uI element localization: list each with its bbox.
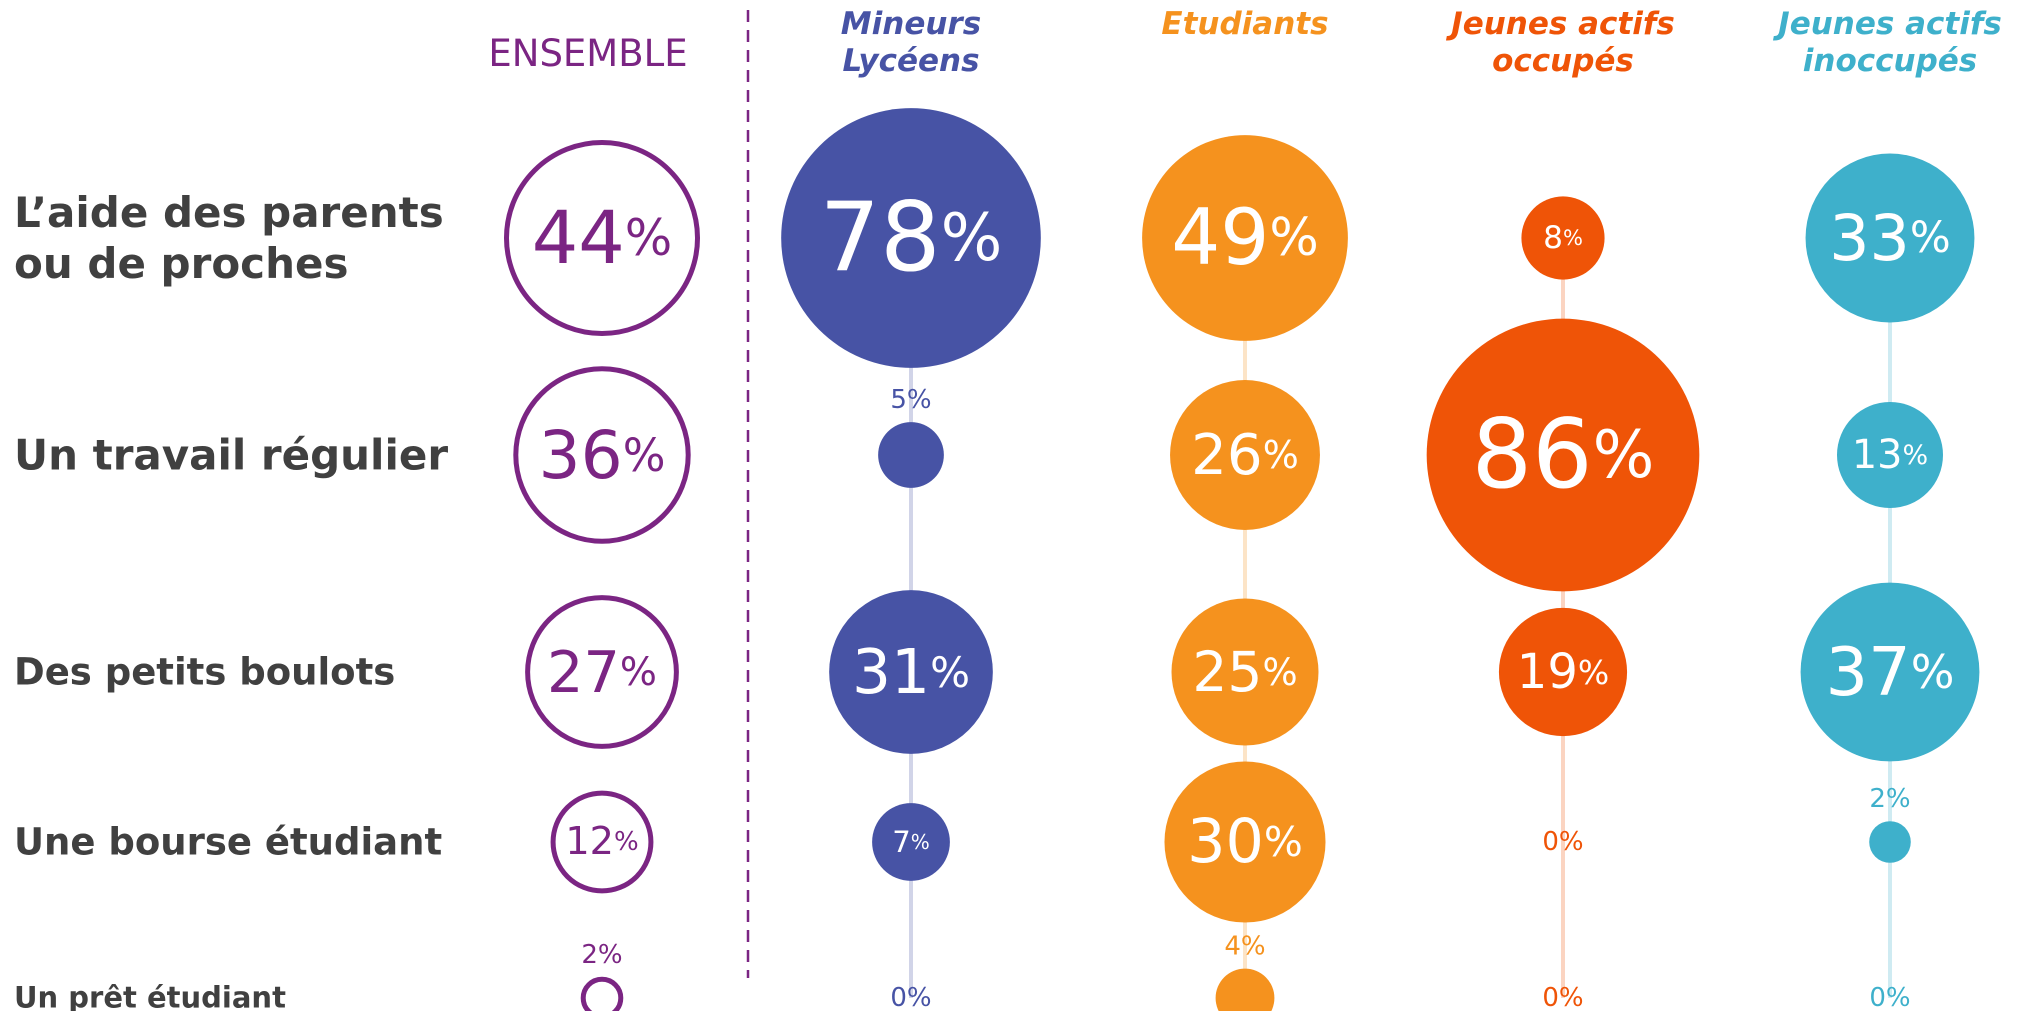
value-label: 0% xyxy=(1869,983,1910,1011)
value-label: 36% xyxy=(539,417,666,494)
series-header: Jeunes actifs occupés xyxy=(1451,6,1675,80)
value-label: 30% xyxy=(1187,807,1303,877)
value-label: 86% xyxy=(1472,400,1655,510)
category-label: Un prêt étudiant xyxy=(14,980,286,1011)
bubble xyxy=(580,976,624,1011)
value-label: 7% xyxy=(892,825,930,859)
series-header: Etudiants xyxy=(1161,6,1329,42)
series-header: Jeunes actifs inoccupés xyxy=(1778,6,2002,80)
bubble xyxy=(1498,607,1628,737)
value-label: 26% xyxy=(1191,423,1299,488)
category-label: L’aide des parents ou de proches xyxy=(14,187,444,288)
value-label: 33% xyxy=(1829,201,1950,275)
bubble xyxy=(525,595,679,749)
value-label: 13% xyxy=(1852,432,1928,478)
bubble xyxy=(1836,401,1944,509)
category-label: Des petits boulots xyxy=(14,650,396,694)
bubble xyxy=(781,108,1041,368)
bubble xyxy=(829,590,993,754)
bubble xyxy=(1171,598,1319,746)
value-label: 8% xyxy=(1543,220,1583,256)
value-label: 2% xyxy=(1869,784,1910,814)
bubble xyxy=(503,139,701,337)
bubble xyxy=(1426,318,1700,592)
value-label: 25% xyxy=(1192,640,1297,704)
bubble xyxy=(1170,380,1320,530)
bubble xyxy=(1800,582,1980,762)
value-label: 4% xyxy=(1224,932,1265,962)
bubble xyxy=(513,366,691,544)
value-label: 19% xyxy=(1517,644,1610,700)
bubble xyxy=(872,803,950,881)
value-label: 0% xyxy=(1542,827,1583,857)
category-label: Une bourse étudiant xyxy=(14,820,443,864)
bubble xyxy=(1142,135,1348,341)
value-label: 0% xyxy=(1542,983,1583,1011)
bubble xyxy=(1215,968,1275,1011)
bubble xyxy=(1164,761,1326,923)
value-label: 27% xyxy=(547,639,657,706)
value-label: 31% xyxy=(852,637,970,708)
category-label: Un travail régulier xyxy=(14,430,449,480)
series-header: ENSEMBLE xyxy=(488,32,688,75)
value-label: 49% xyxy=(1171,193,1319,283)
bubble xyxy=(1521,196,1605,280)
value-label: 0% xyxy=(890,983,931,1011)
bubble xyxy=(550,790,654,894)
bubble xyxy=(1869,821,1911,863)
value-label: 37% xyxy=(1825,633,1954,711)
series-header: Mineurs Lycéens xyxy=(840,6,982,80)
value-label: 12% xyxy=(565,820,638,864)
value-label: 2% xyxy=(581,940,622,970)
value-label: 5% xyxy=(890,385,931,415)
bubble xyxy=(878,422,944,488)
value-label: 78% xyxy=(820,183,1003,293)
value-label: 44% xyxy=(532,196,673,281)
bubble xyxy=(1805,153,1975,323)
